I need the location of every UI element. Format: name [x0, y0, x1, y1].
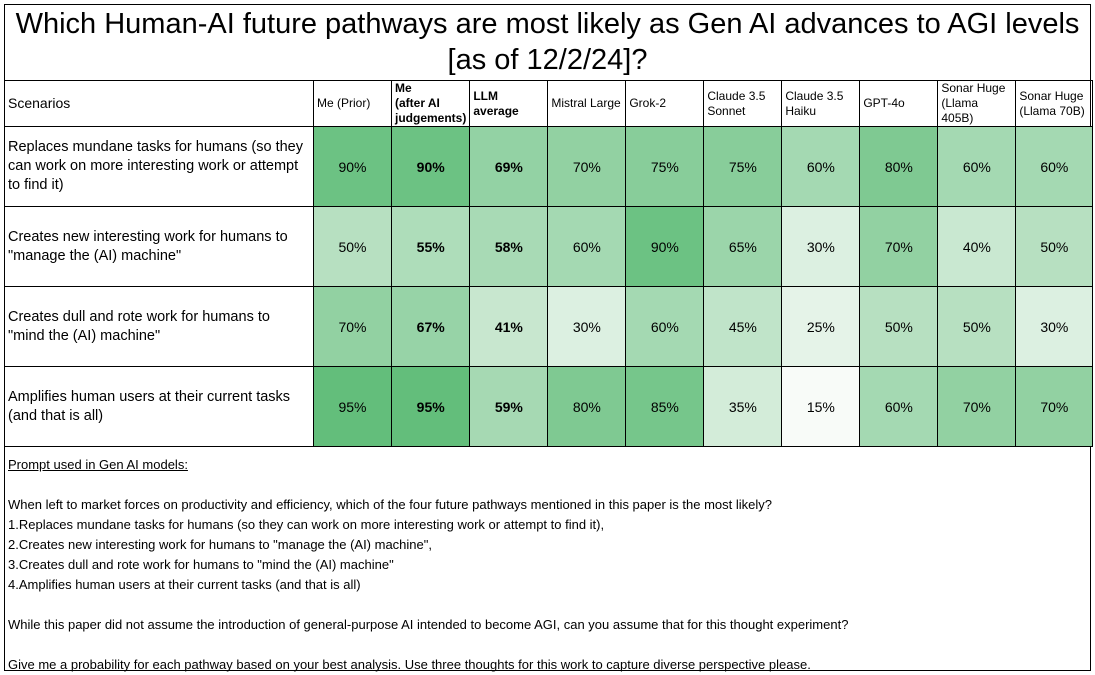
- column-header-line: Sonar Huge: [941, 81, 1006, 96]
- header-row: Scenarios Me (Prior) Me (after AI judgement…: [4, 80, 1094, 127]
- heatmap-cell: 41%: [469, 286, 549, 367]
- heatmap-cell: 30%: [547, 286, 627, 367]
- prompt-option: 4.Amplifies human users at their current…: [8, 577, 361, 592]
- row-header: Scenarios: [4, 80, 314, 127]
- heatmap-cell: 45%: [703, 286, 783, 367]
- heatmap-cell: 75%: [625, 126, 705, 207]
- prompt-instruction: Give me a probability for each pathway b…: [8, 657, 811, 672]
- row-label: Amplifies human users at their current t…: [4, 366, 314, 447]
- heatmap-cell: 25%: [781, 286, 861, 367]
- heatmap-cell: 80%: [547, 366, 627, 447]
- heatmap-cell: 60%: [547, 206, 627, 287]
- prompt-question: When left to market forces on productivi…: [8, 497, 773, 512]
- column-header-line: Claude 3.5: [785, 88, 844, 103]
- column-header-line: Claude 3.5: [707, 88, 766, 103]
- heatmap-cell: 50%: [1015, 206, 1094, 287]
- heatmap-cell: 59%: [469, 366, 549, 447]
- heatmap-cell: 90%: [625, 206, 705, 287]
- prompt-options: 1.Replaces mundane tasks for humans (so …: [8, 515, 1086, 595]
- column-header-line: Grok-2: [629, 96, 667, 110]
- prompt-option: 3.Creates dull and rote work for humans …: [8, 557, 394, 572]
- prompt-assumption: While this paper did not assume the intr…: [8, 617, 849, 632]
- heatmap-cell: 50%: [859, 286, 939, 367]
- row-label: Creates dull and rote work for humans to…: [4, 286, 314, 367]
- column-header: Me (after AI judgements): [390, 80, 471, 127]
- heatmap-cell: 58%: [469, 206, 549, 287]
- column-header-line: Sonnet: [707, 103, 746, 118]
- column-header: LLM average: [469, 80, 549, 127]
- column-header-line: Me (Prior): [317, 96, 371, 110]
- table-row: Creates new interesting work for humans …: [4, 206, 1094, 287]
- heatmap-cell: 95%: [390, 366, 471, 447]
- heatmap-cell: 40%: [937, 206, 1017, 287]
- prompt-section: Prompt used in Gen AI models: When left …: [8, 455, 1086, 675]
- column-header-line: Mistral Large: [551, 96, 621, 110]
- column-header-line: Me: [395, 81, 412, 96]
- heatmap-body: Replaces mundane tasks for humans (so th…: [4, 126, 1094, 447]
- heatmap-cell: 70%: [313, 286, 392, 367]
- column-header: Me (Prior): [313, 80, 392, 127]
- heatmap-cell: 85%: [625, 366, 705, 447]
- column-header: Grok-2: [625, 80, 705, 127]
- page-title: Which Human-AI future pathways are most …: [4, 6, 1091, 78]
- column-header: Sonar Huge (Llama 405B): [937, 80, 1017, 127]
- heatmap-cell: 55%: [390, 206, 471, 287]
- column-header: Claude 3.5 Haiku: [781, 80, 861, 127]
- column-header-line: GPT-4o: [863, 96, 905, 110]
- heatmap-cell: 60%: [781, 126, 861, 207]
- column-header-line: (after AI: [395, 96, 440, 110]
- heatmap-cell: 70%: [1015, 366, 1094, 447]
- column-header: Sonar Huge (Llama 70B): [1015, 80, 1094, 127]
- heatmap-cell: 35%: [703, 366, 783, 447]
- heatmap-cell: 50%: [937, 286, 1017, 367]
- row-label: Creates new interesting work for humans …: [4, 206, 314, 287]
- column-header: GPT-4o: [859, 80, 939, 127]
- column-header-line: (Llama 70B): [1019, 103, 1085, 118]
- column-header: Mistral Large: [547, 80, 627, 127]
- heatmap-cell: 60%: [859, 366, 939, 447]
- table-row: Replaces mundane tasks for humans (so th…: [4, 126, 1094, 207]
- title-line-1: Which Human-AI future pathways are most …: [15, 8, 1080, 40]
- heatmap-cell: 30%: [1015, 286, 1094, 367]
- heatmap-cell: 60%: [1015, 126, 1094, 207]
- heatmap-cell: 70%: [859, 206, 939, 287]
- heatmap-cell: 90%: [390, 126, 471, 207]
- heatmap-cell: 30%: [781, 206, 861, 287]
- prompt-option: 2.Creates new interesting work for human…: [8, 537, 432, 552]
- heatmap-cell: 80%: [859, 126, 939, 207]
- heatmap-cell: 50%: [313, 206, 392, 287]
- prompt-option: 1.Replaces mundane tasks for humans (so …: [8, 517, 605, 532]
- column-header-line: Sonar Huge: [1019, 88, 1084, 103]
- heatmap-table: Scenarios Me (Prior) Me (after AI judgement…: [4, 80, 1094, 447]
- column-header-line: Haiku: [785, 103, 817, 118]
- heatmap-cell: 70%: [547, 126, 627, 207]
- heatmap-cell: 75%: [703, 126, 783, 207]
- heatmap-cell: 67%: [390, 286, 471, 367]
- column-header-line: LLM average: [473, 88, 519, 118]
- row-label: Replaces mundane tasks for humans (so th…: [4, 126, 314, 207]
- title-line-2: [as of 12/2/24]?: [447, 44, 648, 76]
- heatmap-cell: 90%: [313, 126, 392, 207]
- heatmap-cell: 15%: [781, 366, 861, 447]
- heatmap-cell: 60%: [625, 286, 705, 367]
- heatmap-cell: 70%: [937, 366, 1017, 447]
- column-header: Claude 3.5 Sonnet: [703, 80, 783, 127]
- prompt-heading: Prompt used in Gen AI models:: [8, 457, 188, 472]
- heatmap-cell: 95%: [313, 366, 392, 447]
- table-row: Creates dull and rote work for humans to…: [4, 286, 1094, 367]
- column-header-line: (Llama 405B): [941, 96, 979, 125]
- table-row: Amplifies human users at their current t…: [4, 366, 1094, 447]
- heatmap-cell: 65%: [703, 206, 783, 287]
- heatmap-cell: 69%: [469, 126, 549, 207]
- heatmap-cell: 60%: [937, 126, 1017, 207]
- column-header-line: judgements): [395, 111, 467, 125]
